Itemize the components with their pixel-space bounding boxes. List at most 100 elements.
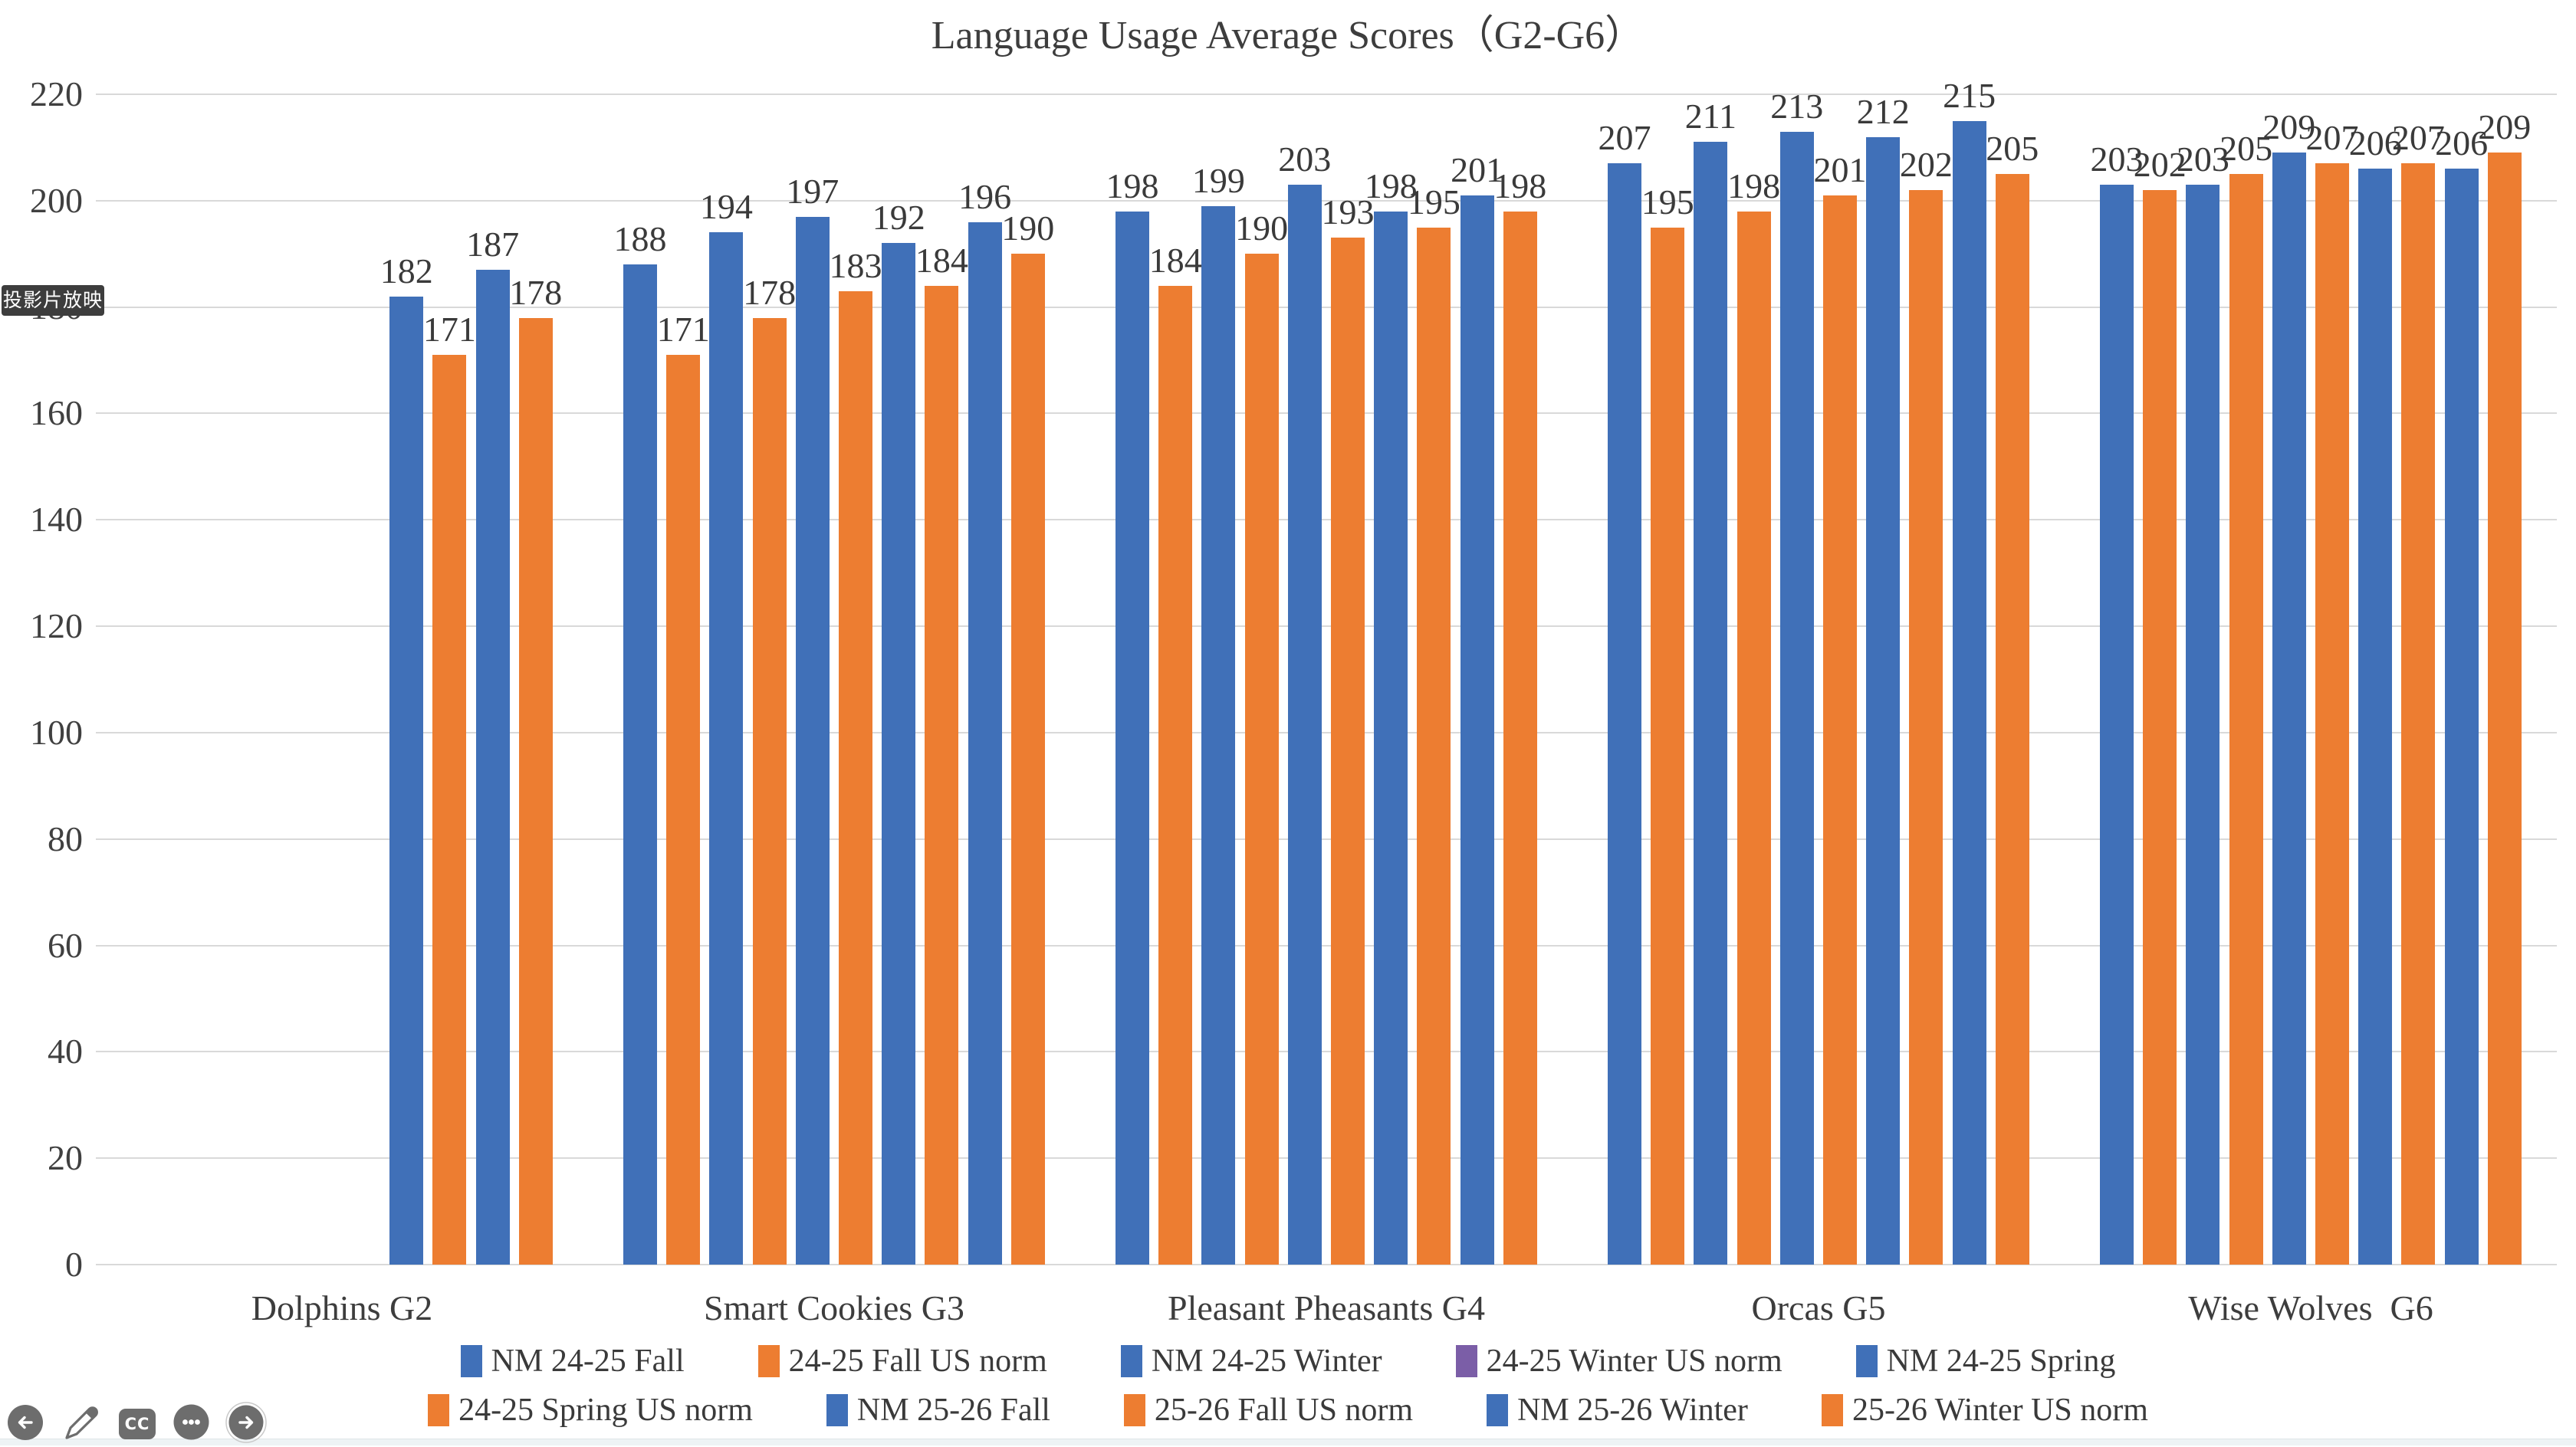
bar-data-label: 190 bbox=[1235, 208, 1289, 248]
bar-data-label: 198 bbox=[1364, 166, 1418, 205]
bar-data-label: 188 bbox=[613, 219, 667, 259]
bar-data-label: 209 bbox=[2262, 107, 2316, 147]
bar-data-label: 178 bbox=[743, 272, 797, 312]
bar-data-label: 199 bbox=[1191, 160, 1245, 200]
pen-icon bbox=[61, 1403, 102, 1446]
bar-data-label: 211 bbox=[1684, 97, 1737, 136]
legend-label: 24-25 Spring US norm bbox=[458, 1393, 753, 1428]
bar bbox=[925, 285, 959, 1265]
bar-data-label: 207 bbox=[1598, 118, 1651, 158]
bar bbox=[1608, 163, 1641, 1265]
bar-data-label: 190 bbox=[1001, 208, 1055, 248]
legend-item: 24-25 Winter US norm bbox=[1455, 1342, 1783, 1380]
legend-item: NM 25-26 Fall bbox=[826, 1391, 1050, 1429]
legend-swatch bbox=[1120, 1345, 1142, 1377]
legend-label: NM 25-26 Fall bbox=[856, 1393, 1050, 1428]
legend-row-1: NM 24-25 Fall 24-25 Fall US norm NM 24-25 … bbox=[0, 1341, 2576, 1381]
legend-label: 25-26 Fall US norm bbox=[1154, 1393, 1414, 1428]
chart-title: Language Usage Average Scores（G2-G6） bbox=[931, 14, 1645, 57]
bar-data-label: 197 bbox=[786, 171, 840, 211]
bar bbox=[1694, 142, 1728, 1265]
y-axis-tick-label: 20 bbox=[48, 1138, 83, 1178]
bottom-edge-strip bbox=[0, 1439, 2576, 1445]
previous-slide-button[interactable] bbox=[6, 1404, 44, 1445]
gridline bbox=[96, 306, 2557, 308]
bar bbox=[1331, 238, 1365, 1265]
bar bbox=[752, 317, 787, 1265]
bar-data-label: 201 bbox=[1451, 149, 1504, 189]
legend-label: NM 24-25 Winter bbox=[1151, 1344, 1382, 1379]
ellipsis-icon bbox=[173, 1404, 209, 1444]
legend-label: NM 24-25 Fall bbox=[491, 1344, 685, 1379]
bar-data-label: 209 bbox=[2478, 107, 2532, 147]
gridline bbox=[96, 519, 2557, 521]
bar-data-label: 198 bbox=[1727, 166, 1781, 205]
y-axis-tick-label: 220 bbox=[30, 74, 83, 113]
bar bbox=[1201, 205, 1236, 1265]
bar-data-label: 178 bbox=[509, 272, 563, 312]
legend-swatch bbox=[826, 1394, 848, 1426]
y-axis-tick-label: 80 bbox=[48, 819, 83, 858]
bar bbox=[795, 216, 830, 1265]
bar-data-label: 203 bbox=[1278, 139, 1332, 179]
gridline bbox=[96, 412, 2557, 415]
bar-data-label: 206 bbox=[2435, 123, 2489, 163]
bar bbox=[1651, 227, 1685, 1265]
bar-data-label: 192 bbox=[872, 198, 925, 238]
legend-swatch bbox=[428, 1394, 450, 1426]
bar-data-label: 198 bbox=[1106, 166, 1159, 205]
bar-data-label: 206 bbox=[2348, 123, 2402, 163]
legend-swatch bbox=[1855, 1345, 1878, 1377]
slideshow-toolbar: CC bbox=[6, 1401, 267, 1445]
y-axis-tick-label: 200 bbox=[30, 180, 83, 220]
x-axis-line bbox=[96, 1264, 2557, 1265]
bar bbox=[1374, 211, 1408, 1265]
bar bbox=[882, 243, 916, 1265]
bar-data-label: 207 bbox=[2391, 118, 2445, 158]
gridline bbox=[96, 1051, 2557, 1053]
more-options-button[interactable] bbox=[172, 1404, 210, 1444]
bar-data-label: 171 bbox=[656, 310, 710, 349]
bar bbox=[518, 317, 553, 1265]
bar-data-label: 194 bbox=[699, 187, 753, 227]
closed-captions-button[interactable]: CC bbox=[118, 1405, 156, 1443]
legend-swatch bbox=[1821, 1394, 1843, 1426]
legend-swatch bbox=[1487, 1394, 1509, 1426]
bar-data-label: 213 bbox=[1770, 86, 1824, 126]
gridline bbox=[96, 94, 2557, 95]
bar bbox=[1460, 195, 1494, 1265]
bar-data-label: 193 bbox=[1321, 192, 1375, 232]
y-axis-tick-label: 40 bbox=[48, 1032, 83, 1071]
bar bbox=[2143, 189, 2177, 1265]
legend-item: NM 25-26 Winter bbox=[1487, 1391, 1748, 1429]
bar bbox=[1866, 136, 1901, 1265]
bar-data-label: 212 bbox=[1856, 91, 1910, 131]
y-axis-tick-label: 120 bbox=[30, 606, 83, 646]
legend-item: 25-26 Winter US norm bbox=[1821, 1391, 2148, 1429]
y-axis-tick-label: 160 bbox=[30, 393, 83, 433]
legend-row-2: 24-25 Spring US norm NM 25-26 Fall 25-26 F… bbox=[0, 1390, 2576, 1430]
bar-data-label: 207 bbox=[2305, 118, 2359, 158]
bar bbox=[2487, 153, 2522, 1265]
bar-data-label: 215 bbox=[1943, 75, 1996, 115]
x-axis-category-label: Wise Wolves G6 bbox=[2188, 1288, 2433, 1327]
bar bbox=[2401, 163, 2436, 1265]
legend-swatch bbox=[1123, 1394, 1145, 1426]
arrow-left-icon bbox=[7, 1404, 44, 1445]
legend-label: NM 25-26 Winter bbox=[1517, 1393, 1748, 1428]
bar bbox=[1158, 285, 1193, 1265]
bar bbox=[666, 355, 701, 1265]
gridline bbox=[96, 199, 2557, 202]
bar-data-label: 187 bbox=[466, 225, 520, 264]
gridline bbox=[96, 944, 2557, 947]
next-slide-button[interactable] bbox=[225, 1401, 267, 1443]
bar bbox=[839, 290, 872, 1265]
pen-button[interactable] bbox=[60, 1405, 103, 1443]
x-axis-category-label: Orcas G5 bbox=[1751, 1288, 1886, 1327]
bar bbox=[2272, 153, 2306, 1265]
legend-item: 24-25 Fall US norm bbox=[757, 1342, 1047, 1380]
legend-swatch bbox=[1455, 1345, 1477, 1377]
bar bbox=[1116, 211, 1149, 1265]
y-axis-tick-label: 60 bbox=[48, 925, 83, 965]
